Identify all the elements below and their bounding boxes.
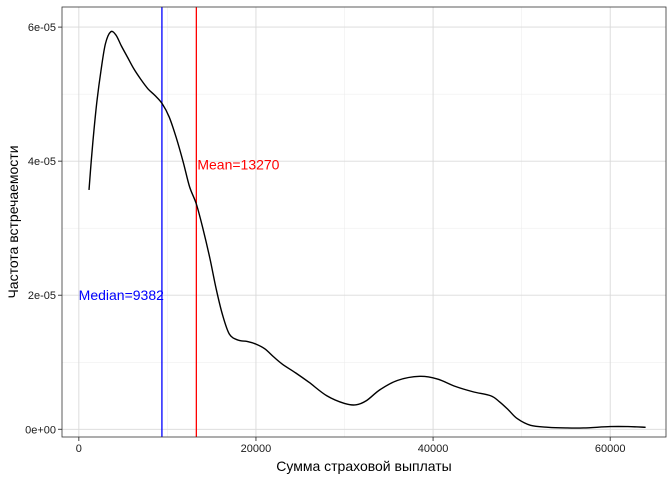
density-line	[88, 30, 646, 429]
y-axis-title: Частота встречаемости	[5, 145, 21, 298]
y-tick-label: 0e+00	[25, 424, 56, 436]
minor-gridlines	[62, 7, 666, 437]
median-label: Median=9382	[79, 287, 164, 303]
major-gridlines	[62, 7, 666, 437]
y-tick-label: 2e-05	[28, 290, 56, 302]
y-tick-label: 4e-05	[28, 156, 56, 168]
x-axis-title: Сумма страховой выплаты	[276, 458, 451, 474]
x-tick-label: 20000	[241, 443, 272, 455]
x-axis-ticks: 0 20000 40000 60000	[76, 437, 626, 455]
x-tick-label: 0	[76, 443, 82, 455]
y-axis-ticks: 0e+00 2e-05 4e-05 6e-05	[25, 22, 62, 436]
density-series	[88, 30, 646, 429]
annotations: Median=9382 Mean=13270	[79, 157, 280, 304]
y-tick-label: 6e-05	[28, 22, 56, 34]
reference-lines	[161, 7, 198, 437]
x-tick-label: 60000	[595, 443, 626, 455]
x-tick-label: 40000	[418, 443, 449, 455]
plot-panel-border	[61, 6, 667, 438]
mean-label: Mean=13270	[197, 157, 279, 173]
